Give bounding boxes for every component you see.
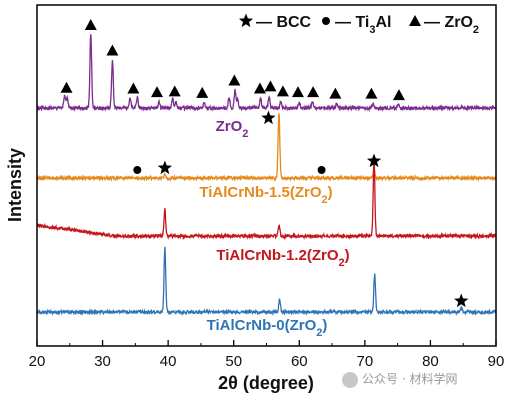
legend: — BCC — Ti3Al — ZrO2	[238, 13, 479, 36]
x-axis-title: 2θ (degree)	[218, 373, 314, 393]
series-label-2: TiAlCrNb-1.2(ZrO2)	[216, 247, 349, 269]
legend-symbol-2	[409, 15, 421, 26]
marker-1-0	[133, 166, 142, 174]
marker-0-11	[291, 86, 304, 98]
legend-symbol-1	[322, 17, 330, 25]
marker-0-10	[276, 85, 289, 97]
marker-3-0	[454, 293, 469, 308]
x-tick-label-5: 70	[357, 353, 374, 370]
y-axis-title: Intensity	[5, 148, 25, 222]
marker-0-12	[307, 86, 320, 98]
x-tick-label-3: 50	[225, 353, 242, 370]
marker-0-4	[150, 86, 163, 98]
marker-0-7	[228, 74, 241, 86]
plot-frame	[36, 4, 497, 347]
legend-text-1: — Ti3Al	[335, 14, 392, 36]
marker-0-3	[127, 82, 140, 94]
marker-1-2	[261, 110, 276, 125]
series-line-3	[36, 246, 497, 317]
series-label-3: TiAlCrNb-0(ZrO2)	[207, 317, 328, 339]
marker-0-6	[196, 86, 209, 98]
peak-markers	[60, 19, 469, 308]
watermark-text: 公众号 · 材料学网	[362, 372, 458, 386]
wechat-logo-icon	[342, 371, 358, 388]
marker-0-14	[365, 87, 378, 99]
series-line-0	[36, 34, 497, 113]
x-tick-label-6: 80	[422, 353, 439, 370]
series-labels: ZrO2 TiAlCrNb-1.5(ZrO2) TiAlCrNb-1.2(ZrO2)…	[199, 118, 349, 339]
marker-0-8	[253, 82, 266, 94]
x-tick-label-4: 60	[291, 353, 308, 370]
series-label-0: ZrO2	[216, 118, 249, 140]
marker-0-0	[60, 81, 73, 93]
watermark: 公众号 · 材料学网	[342, 370, 457, 388]
x-tick-label-0: 20	[29, 353, 46, 370]
x-tick-label-2: 40	[160, 353, 177, 370]
marker-0-13	[329, 87, 342, 99]
series-line-1	[36, 113, 497, 183]
marker-0-5	[168, 85, 181, 97]
marker-1-4	[366, 153, 382, 168]
series-line-2	[36, 161, 497, 241]
series-label-1: TiAlCrNb-1.5(ZrO2)	[199, 184, 332, 206]
axes: 20 30 40 50 60 70 80 90	[29, 4, 505, 370]
marker-0-2	[106, 44, 119, 56]
marker-0-15	[392, 89, 405, 101]
legend-symbol-0	[238, 13, 254, 28]
marker-1-3	[317, 166, 326, 174]
marker-1-1	[157, 160, 172, 175]
x-tick-label-7: 90	[488, 353, 505, 370]
legend-text-0: — BCC	[256, 14, 312, 31]
legend-text-2: — ZrO2	[424, 14, 479, 36]
series-layer	[36, 34, 497, 317]
marker-0-9	[264, 80, 277, 92]
marker-0-1	[84, 19, 97, 30]
x-tick-label-1: 30	[94, 353, 111, 370]
